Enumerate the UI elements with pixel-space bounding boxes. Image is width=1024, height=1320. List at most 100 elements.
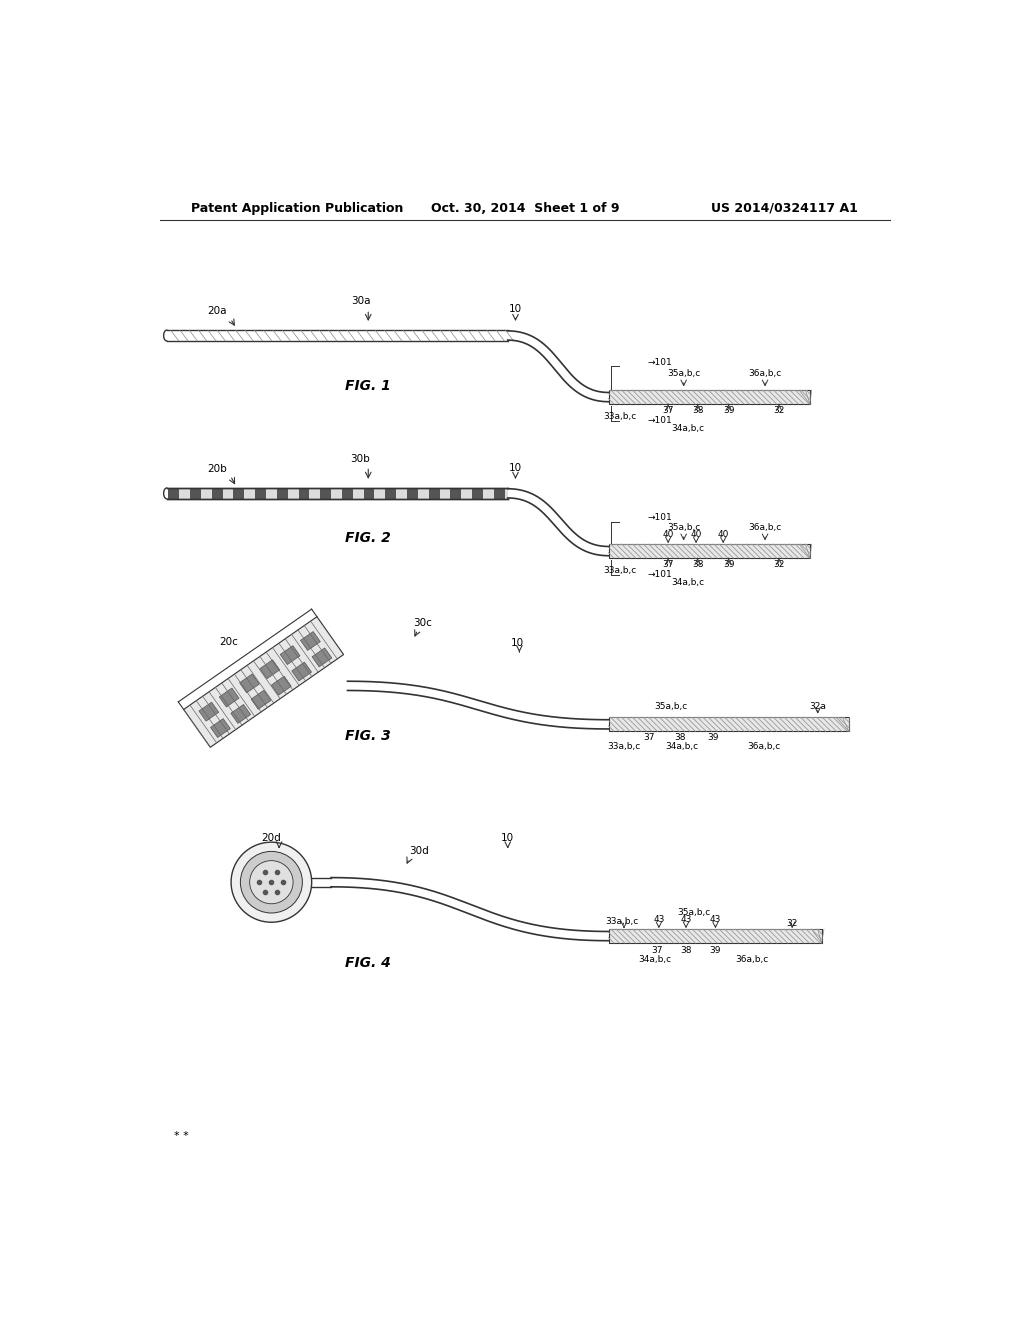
Bar <box>483 488 494 499</box>
Polygon shape <box>230 705 251 723</box>
Text: FIG. 3: FIG. 3 <box>345 729 391 743</box>
Text: Patent Application Publication: Patent Application Publication <box>191 202 403 215</box>
Polygon shape <box>199 702 219 721</box>
Polygon shape <box>281 645 300 664</box>
Text: 30c: 30c <box>413 619 432 628</box>
Circle shape <box>231 842 311 923</box>
Bar <box>439 488 451 499</box>
Text: →101: →101 <box>647 358 672 367</box>
Text: 43: 43 <box>710 916 721 924</box>
Text: 30d: 30d <box>409 846 428 857</box>
Text: 40: 40 <box>718 531 729 540</box>
Text: 38: 38 <box>680 946 692 956</box>
Text: 36a,b,c: 36a,b,c <box>749 368 781 378</box>
Bar <box>472 488 483 499</box>
Bar <box>190 488 201 499</box>
Polygon shape <box>240 675 259 693</box>
Bar <box>608 718 849 731</box>
Polygon shape <box>260 660 280 678</box>
Text: 39: 39 <box>723 405 734 414</box>
Text: 38: 38 <box>674 733 685 742</box>
Bar <box>266 488 276 499</box>
Text: 33a,b,c: 33a,b,c <box>603 566 637 574</box>
Bar <box>608 929 821 942</box>
Text: 20c: 20c <box>219 638 239 647</box>
Text: 20b: 20b <box>207 463 227 474</box>
Text: →101: →101 <box>647 417 672 425</box>
Text: 30a: 30a <box>351 296 371 306</box>
Polygon shape <box>211 718 230 738</box>
Bar <box>608 391 810 404</box>
Bar <box>407 488 418 499</box>
Bar <box>429 488 439 499</box>
Polygon shape <box>300 631 321 651</box>
Bar <box>179 488 190 499</box>
Text: 10: 10 <box>509 305 522 314</box>
Text: 40: 40 <box>663 531 674 540</box>
Text: 35a,b,c: 35a,b,c <box>654 702 687 711</box>
Text: 10: 10 <box>509 463 522 473</box>
Bar <box>364 488 375 499</box>
Text: 35a,b,c: 35a,b,c <box>677 908 711 916</box>
Text: * *: * * <box>174 1131 189 1142</box>
Text: 35a,b,c: 35a,b,c <box>667 523 700 532</box>
Polygon shape <box>292 663 311 681</box>
Text: 34a,b,c: 34a,b,c <box>666 742 698 751</box>
Text: 32: 32 <box>773 405 784 414</box>
Text: 43: 43 <box>653 916 665 924</box>
Bar <box>505 488 508 499</box>
Text: 39: 39 <box>708 733 719 742</box>
Text: FIG. 2: FIG. 2 <box>345 531 391 545</box>
Bar <box>494 488 505 499</box>
Polygon shape <box>312 648 332 667</box>
Bar <box>375 488 385 499</box>
Bar <box>233 488 245 499</box>
Polygon shape <box>251 690 271 709</box>
Polygon shape <box>183 616 344 747</box>
Text: 30b: 30b <box>350 454 371 463</box>
Text: 37: 37 <box>663 405 674 414</box>
Text: 33a,b,c: 33a,b,c <box>603 412 637 421</box>
Bar <box>222 488 233 499</box>
Bar <box>451 488 461 499</box>
Text: 37: 37 <box>651 946 664 956</box>
Text: 36a,b,c: 36a,b,c <box>746 742 780 751</box>
Text: 20d: 20d <box>261 833 282 842</box>
Bar <box>352 488 364 499</box>
Bar <box>608 544 810 558</box>
Bar <box>245 488 255 499</box>
Text: 39: 39 <box>723 560 734 569</box>
Text: →101: →101 <box>647 512 672 521</box>
Text: 34a,b,c: 34a,b,c <box>671 578 705 587</box>
Text: 32a: 32a <box>809 702 826 711</box>
Text: 40: 40 <box>690 531 701 540</box>
Bar <box>168 488 179 499</box>
Bar <box>299 488 309 499</box>
Text: 39: 39 <box>710 946 721 956</box>
Bar <box>396 488 407 499</box>
Text: 33a,b,c: 33a,b,c <box>607 742 641 751</box>
Text: 38: 38 <box>692 405 703 414</box>
Text: 32: 32 <box>786 919 798 928</box>
Text: 35a,b,c: 35a,b,c <box>667 368 700 378</box>
Bar <box>276 488 288 499</box>
Text: FIG. 4: FIG. 4 <box>345 956 391 970</box>
Text: US 2014/0324117 A1: US 2014/0324117 A1 <box>712 202 858 215</box>
Bar <box>321 488 331 499</box>
Text: 37: 37 <box>643 733 654 742</box>
Polygon shape <box>219 688 239 708</box>
Bar <box>212 488 222 499</box>
Text: 38: 38 <box>692 560 703 569</box>
Circle shape <box>241 851 302 913</box>
Text: 10: 10 <box>511 639 524 648</box>
Bar <box>288 488 299 499</box>
Text: →101: →101 <box>647 570 672 579</box>
Text: 34a,b,c: 34a,b,c <box>638 956 672 965</box>
Text: Oct. 30, 2014  Sheet 1 of 9: Oct. 30, 2014 Sheet 1 of 9 <box>430 202 620 215</box>
Bar <box>201 488 212 499</box>
Text: 43: 43 <box>680 916 691 924</box>
Bar <box>342 488 352 499</box>
Bar <box>309 488 321 499</box>
Bar <box>418 488 429 499</box>
Polygon shape <box>271 676 291 696</box>
